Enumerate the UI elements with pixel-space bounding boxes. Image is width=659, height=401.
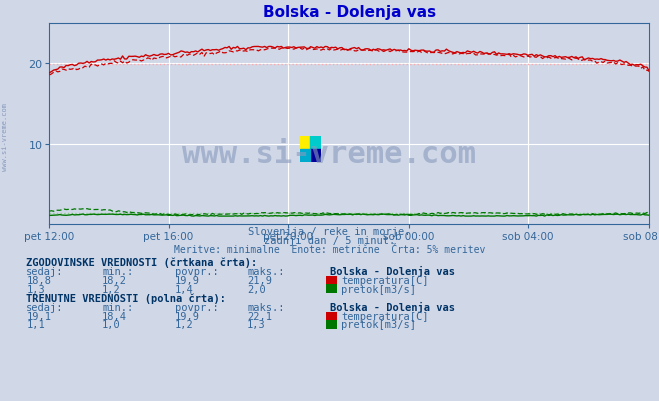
Text: min.:: min.: [102, 267, 133, 277]
Title: Bolska - Dolenja vas: Bolska - Dolenja vas [263, 5, 436, 20]
Text: temperatura[C]: temperatura[C] [341, 275, 429, 286]
Text: 19,9: 19,9 [175, 275, 200, 286]
Text: temperatura[C]: temperatura[C] [341, 311, 429, 321]
Text: pretok[m3/s]: pretok[m3/s] [341, 320, 416, 330]
Bar [310, 136, 321, 150]
Text: 1,1: 1,1 [26, 320, 45, 330]
Text: 21,9: 21,9 [247, 275, 272, 286]
Text: Meritve: minimalne  Enote: metrične  Črta: 5% meritev: Meritve: minimalne Enote: metrične Črta:… [174, 245, 485, 255]
Text: 1,2: 1,2 [175, 320, 193, 330]
Text: 1,3: 1,3 [247, 320, 266, 330]
Bar [310, 150, 321, 162]
Text: www.si-vreme.com: www.si-vreme.com [2, 102, 9, 170]
Text: pretok[m3/s]: pretok[m3/s] [341, 284, 416, 294]
Text: www.si-vreme.com: www.si-vreme.com [183, 140, 476, 169]
Text: 1,2: 1,2 [102, 284, 121, 294]
Text: 1,3: 1,3 [26, 284, 45, 294]
Text: 18,8: 18,8 [26, 275, 51, 286]
Text: Bolska - Dolenja vas: Bolska - Dolenja vas [330, 266, 455, 277]
Bar [300, 136, 310, 150]
Text: Bolska - Dolenja vas: Bolska - Dolenja vas [330, 302, 455, 312]
Text: 2,0: 2,0 [247, 284, 266, 294]
Text: TRENUTNE VREDNOSTI (polna črta):: TRENUTNE VREDNOSTI (polna črta): [26, 293, 226, 304]
Bar [300, 150, 310, 162]
Text: maks.:: maks.: [247, 267, 285, 277]
Text: Slovenija / reke in morje.: Slovenija / reke in morje. [248, 227, 411, 237]
Text: 19,1: 19,1 [26, 311, 51, 321]
Text: 1,4: 1,4 [175, 284, 193, 294]
Text: povpr.:: povpr.: [175, 302, 218, 312]
Text: 18,2: 18,2 [102, 275, 127, 286]
Text: ZGODOVINSKE VREDNOSTI (črtkana črta):: ZGODOVINSKE VREDNOSTI (črtkana črta): [26, 257, 258, 267]
Text: sedaj:: sedaj: [26, 267, 64, 277]
Text: 19,9: 19,9 [175, 311, 200, 321]
Text: 1,0: 1,0 [102, 320, 121, 330]
Text: min.:: min.: [102, 302, 133, 312]
Text: sedaj:: sedaj: [26, 302, 64, 312]
Text: 22,1: 22,1 [247, 311, 272, 321]
Text: 18,4: 18,4 [102, 311, 127, 321]
Text: maks.:: maks.: [247, 302, 285, 312]
Text: povpr.:: povpr.: [175, 267, 218, 277]
Text: zadnji dan / 5 minut.: zadnji dan / 5 minut. [264, 235, 395, 245]
